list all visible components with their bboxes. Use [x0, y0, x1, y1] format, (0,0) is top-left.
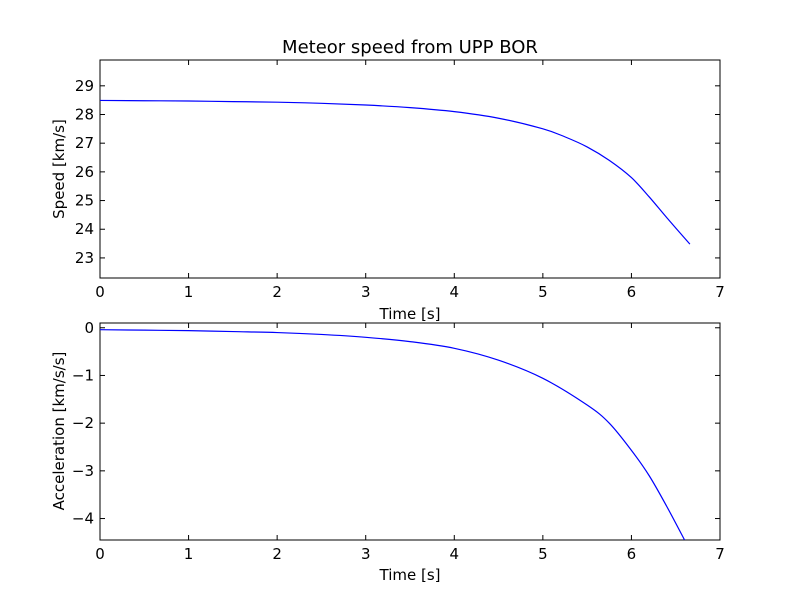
speed-x-tick-label: 5 — [538, 283, 548, 301]
acceleration-x-tick-label: 3 — [361, 545, 371, 563]
acceleration-x-tick-label: 5 — [538, 545, 548, 563]
acceleration-plot-frame — [99, 322, 721, 541]
speed-x-tick-label: 7 — [715, 283, 725, 301]
acceleration-y-tick-label: 0 — [84, 319, 94, 337]
speed-chart: Meteor speed from UPP BOR 0 1 2 3 4 5 6 7232425… — [50, 37, 725, 323]
acceleration-y-tick-label: −3 — [72, 462, 94, 480]
acceleration-x-tick-label: 1 — [184, 545, 194, 563]
speed-x-tick-label: 6 — [627, 283, 637, 301]
speed-series-group — [100, 99, 691, 245]
acceleration-x-axis-label: Time [s] — [379, 566, 441, 584]
acceleration-x-tick-label: 2 — [272, 545, 282, 563]
acceleration-chart: 0 1 2 3 4 5 6 7 −4 −3 −2 −1 0 Time [s] Acceleration … — [50, 319, 725, 584]
speed-x-tick-label: 2 — [272, 283, 282, 301]
speed-x-tick-label: 4 — [450, 283, 460, 301]
acceleration-series-line — [100, 329, 686, 540]
speed-x-axis-label: Time [s] — [379, 305, 441, 323]
speed-y-tick-label: 27 — [75, 134, 94, 152]
speed-y-tick-label: 26 — [75, 163, 94, 181]
acceleration-x-tick-label: 4 — [450, 545, 460, 563]
speed-x-tick-label: 0 — [95, 283, 105, 301]
speed-x-tick-label: 3 — [361, 283, 371, 301]
speed-series-line — [100, 99, 691, 245]
speed-plot-frame — [99, 59, 721, 279]
acceleration-x-tick-label: 7 — [715, 545, 725, 563]
speed-y-tick-label: 25 — [75, 192, 94, 210]
speed-y-tick-label: 28 — [75, 106, 94, 124]
acceleration-x-tick-label: 0 — [95, 545, 105, 563]
acceleration-ticks: 0 1 2 3 4 5 6 7 −4 −3 −2 −1 0 — [72, 319, 725, 563]
speed-y-axis-label: Speed [km/s] — [50, 119, 68, 219]
acceleration-y-tick-label: −1 — [72, 366, 94, 384]
speed-y-tick-label: 24 — [75, 220, 94, 238]
speed-x-tick-label: 1 — [184, 283, 194, 301]
acceleration-series-group — [100, 329, 686, 540]
speed-chart-title: Meteor speed from UPP BOR — [282, 37, 538, 58]
acceleration-y-axis-label: Acceleration [km/s/s] — [50, 352, 68, 511]
acceleration-y-tick-label: −4 — [72, 510, 94, 528]
speed-y-tick-label: 23 — [75, 249, 94, 267]
acceleration-x-tick-label: 6 — [627, 545, 637, 563]
acceleration-y-tick-label: −2 — [72, 414, 94, 432]
speed-y-tick-label: 29 — [75, 77, 94, 95]
